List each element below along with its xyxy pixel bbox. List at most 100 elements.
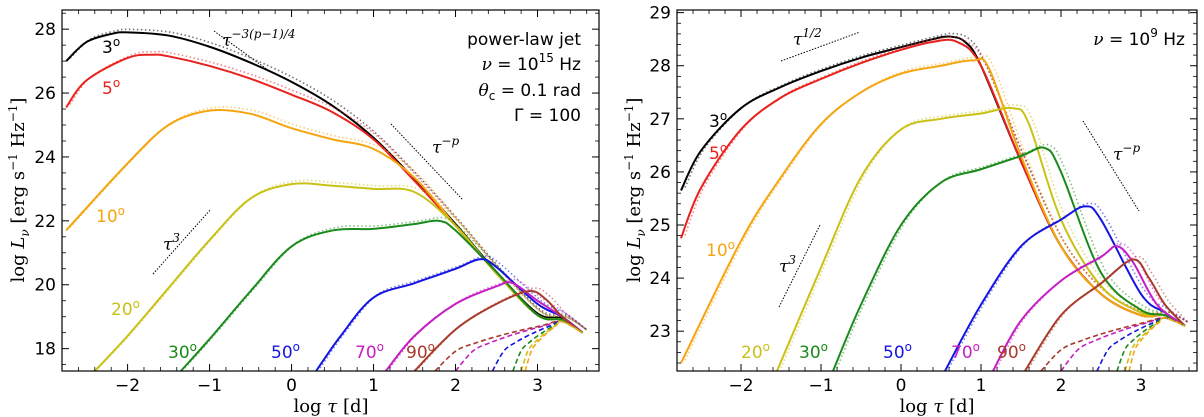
left-series-90deg-dotted bbox=[417, 287, 588, 369]
right-xtick-label: 2 bbox=[1056, 376, 1067, 396]
right-ytick-label: 24 bbox=[649, 269, 671, 289]
right-label-70deg: 70o bbox=[951, 340, 980, 363]
right-ytick-label: 29 bbox=[649, 4, 671, 24]
right-dashed-10deg bbox=[1128, 317, 1186, 371]
right-ytick-label: 26 bbox=[649, 163, 671, 183]
left-panel: −2 −1 0 1 2 3 18 20 22 24 26 28 τ−3(p−1)/4 τ−p τ3 p… bbox=[6, 9, 600, 417]
right-slope-line-tau3 bbox=[778, 224, 821, 308]
left-label-20deg: 20o bbox=[111, 297, 140, 320]
left-slope-line-tau3 bbox=[152, 208, 212, 275]
left-label-3deg: 3o bbox=[102, 35, 120, 58]
left-annotation-jet: power-law jet bbox=[467, 30, 581, 50]
right-slope-line-half bbox=[780, 31, 861, 62]
right-label-30deg: 30o bbox=[799, 340, 828, 363]
left-label-90deg: 90o bbox=[406, 340, 435, 363]
right-label-90deg: 90o bbox=[997, 340, 1026, 363]
left-dashed-10deg bbox=[524, 320, 583, 371]
left-xtick-label: 2 bbox=[450, 376, 461, 396]
right-xtick-label: 3 bbox=[1136, 376, 1147, 396]
right-slope-line-p bbox=[1082, 120, 1140, 212]
right-label-5deg: 5o bbox=[709, 141, 727, 164]
left-curves bbox=[65, 28, 588, 371]
left-xtick-label: 0 bbox=[286, 376, 297, 396]
left-series-70deg-dotted bbox=[389, 278, 588, 369]
right-series-20deg bbox=[776, 106, 1186, 371]
left-dashed-30deg bbox=[512, 320, 583, 371]
left-x-axis-label: log τ [d] bbox=[293, 396, 368, 417]
left-dashed-70deg bbox=[454, 320, 584, 371]
right-ytick-label: 25 bbox=[649, 216, 671, 236]
left-series-30deg-dotted bbox=[184, 216, 588, 369]
right-ytick-label: 28 bbox=[649, 57, 671, 77]
left-ytick-label: 28 bbox=[34, 20, 56, 40]
left-xtick-label: 1 bbox=[368, 376, 379, 396]
right-xtick-label: 0 bbox=[896, 376, 907, 396]
left-dashed-50deg bbox=[491, 320, 583, 371]
right-dashed-70deg bbox=[1060, 317, 1186, 371]
left-series-50deg bbox=[315, 258, 584, 371]
left-label-70deg: 70o bbox=[355, 340, 384, 363]
right-plot-frame bbox=[676, 9, 1198, 372]
right-series-10deg bbox=[680, 57, 1186, 364]
left-series-30deg bbox=[180, 219, 584, 371]
right-xtick-label: 1 bbox=[976, 376, 987, 396]
left-xtick-label: −2 bbox=[115, 376, 140, 396]
right-slope-label-tau3: τ3 bbox=[779, 253, 796, 277]
right-ytick-label: 27 bbox=[649, 110, 671, 130]
right-x-axis-label: log τ [d] bbox=[899, 396, 974, 417]
left-annotation-nu: ν = 1015 Hz bbox=[482, 51, 581, 75]
right-series-3deg-dotted bbox=[684, 32, 1190, 324]
right-dashed-50deg bbox=[1096, 317, 1186, 371]
left-plot-frame bbox=[61, 9, 600, 372]
right-slope-label-p: τ−p bbox=[1113, 141, 1140, 165]
left-series-90deg bbox=[413, 290, 584, 371]
right-series-20deg-dotted bbox=[780, 104, 1190, 369]
right-slope-label-half: τ1/2 bbox=[793, 26, 822, 50]
right-series-50deg-dotted bbox=[948, 202, 1190, 369]
left-ytick-label: 24 bbox=[34, 148, 56, 168]
right-dashed-90deg bbox=[1040, 317, 1186, 371]
right-y-axis-label: log Lν [erg s−1 Hz−1] bbox=[622, 98, 648, 283]
left-label-50deg: 50o bbox=[271, 340, 300, 363]
right-series-30deg bbox=[832, 146, 1186, 371]
right-series-70deg bbox=[992, 245, 1186, 371]
left-label-5deg: 5o bbox=[102, 76, 120, 99]
right-xtick-label: −1 bbox=[808, 376, 833, 396]
right-label-10deg: 10o bbox=[706, 238, 735, 261]
right-series-90deg bbox=[1024, 258, 1186, 371]
left-series-3deg bbox=[65, 31, 584, 334]
right-series-50deg bbox=[944, 205, 1186, 371]
right-series-3deg bbox=[680, 35, 1186, 327]
left-ytick-label: 26 bbox=[34, 84, 56, 104]
left-y-axis-label: log Lν [erg s−1 Hz−1] bbox=[6, 98, 32, 283]
left-annotation-gamma: Γ = 100 bbox=[514, 106, 581, 126]
left-slope-label-p: τ−p bbox=[432, 134, 459, 158]
right-label-20deg: 20o bbox=[741, 340, 770, 363]
left-label-10deg: 10o bbox=[96, 204, 125, 227]
left-ytick-label: 20 bbox=[34, 276, 56, 296]
right-curves bbox=[680, 32, 1190, 371]
right-label-3deg: 3o bbox=[709, 109, 727, 132]
left-annotation-theta: θc = 0.1 rad bbox=[478, 81, 581, 103]
left-dashed-20deg bbox=[520, 320, 583, 371]
left-slope-line-top bbox=[213, 30, 269, 71]
right-xtick-label: −2 bbox=[728, 376, 753, 396]
right-series-5deg-dotted bbox=[684, 35, 1190, 324]
left-xtick-label: −1 bbox=[197, 376, 222, 396]
left-ytick-label: 18 bbox=[34, 340, 56, 360]
left-series-20deg-dotted bbox=[98, 179, 588, 369]
left-ticks: −2 −1 0 1 2 3 18 20 22 24 26 28 bbox=[34, 10, 599, 396]
right-series-5deg bbox=[680, 38, 1186, 327]
right-annotation-nu: ν = 109 Hz bbox=[1093, 26, 1185, 50]
left-ytick-label: 22 bbox=[34, 212, 56, 232]
left-slope-label-tau3: τ3 bbox=[163, 231, 180, 255]
left-slope-label-top: τ−3(p−1)/4 bbox=[222, 27, 296, 51]
right-label-50deg: 50o bbox=[883, 340, 912, 363]
left-xtick-label: 3 bbox=[532, 376, 543, 396]
right-ytick-label: 23 bbox=[649, 322, 671, 342]
left-slope-line-p bbox=[390, 123, 464, 201]
left-label-30deg: 30o bbox=[168, 340, 197, 363]
